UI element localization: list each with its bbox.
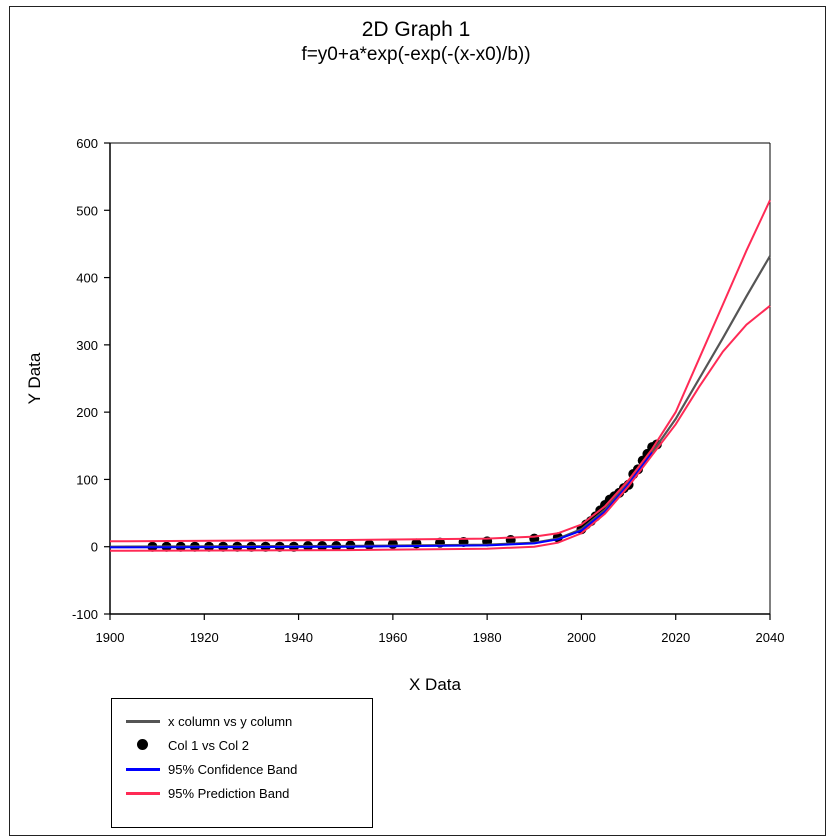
legend-entry: x column vs y column [112, 711, 292, 731]
x-tick-label: 1900 [96, 630, 125, 645]
legend-swatch [124, 783, 164, 803]
y-tick-label: 0 [91, 540, 98, 555]
legend-swatch [124, 711, 164, 731]
legend-entry: 95% Confidence Band [112, 759, 297, 779]
y-tick-label: 200 [76, 405, 98, 420]
legend-label: 95% Confidence Band [168, 761, 298, 777]
series-fit-line [109, 255, 771, 548]
y-axis-label: Y Data [25, 352, 44, 404]
x-tick-label: 1920 [190, 630, 219, 645]
x-tick-label: 2040 [756, 630, 785, 645]
x-tick-label: 2000 [567, 630, 596, 645]
y-tick-label: 600 [76, 136, 98, 151]
y-tick-label: 100 [76, 472, 98, 487]
legend-label: x column vs y column [168, 713, 293, 729]
y-tick-label: 300 [76, 338, 98, 353]
y-tick-label: 500 [76, 203, 98, 218]
series-prediction-band-upper [109, 199, 771, 543]
legend-label: 95% Prediction Band [168, 785, 290, 801]
legend-entry: Col 1 vs Col 2 [112, 735, 249, 755]
y-tick-label: -100 [72, 607, 98, 622]
legend-entry: 95% Prediction Band [112, 783, 289, 803]
plot-area: -100 0 100 200 300 400 500 600 1900 1920 1940 1960 1… [25, 136, 785, 694]
legend-swatch [124, 735, 164, 755]
chart-title: 2D Graph 1 [361, 18, 471, 41]
y-tick-label: 400 [76, 271, 98, 286]
legend: x column vs y column Col 1 vs Col 2 95% Co… [111, 698, 373, 828]
series-confidence-band [109, 451, 653, 549]
series-prediction-band-lower [109, 305, 771, 552]
legend-label: Col 1 vs Col 2 [168, 737, 249, 753]
x-axis-label: X Data [409, 675, 462, 694]
x-tick-label: 2020 [661, 630, 690, 645]
chart-subtitle: f=y0+a*exp(-exp(-(x-x0)/b)) [301, 44, 531, 65]
legend-swatch [124, 759, 164, 779]
x-tick-label: 1980 [473, 630, 502, 645]
x-tick-label: 1960 [378, 630, 407, 645]
x-tick-label: 1940 [284, 630, 313, 645]
